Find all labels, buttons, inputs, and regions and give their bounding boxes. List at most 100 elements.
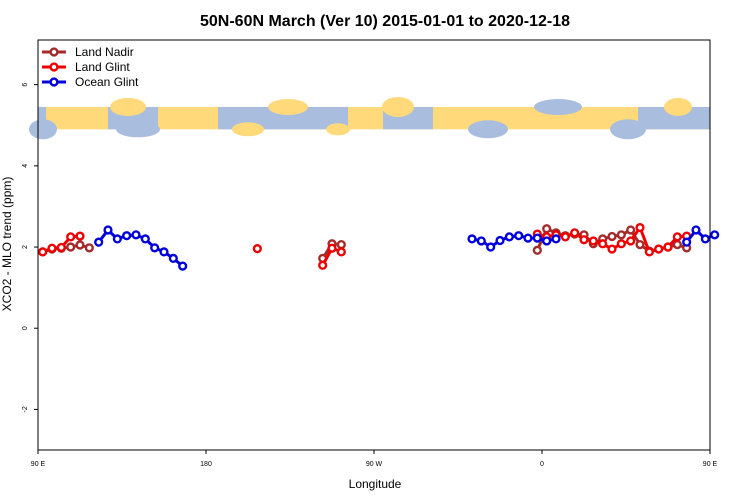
data-point (672, 232, 682, 242)
data-point (654, 244, 664, 254)
data-point (178, 261, 188, 271)
data-point (84, 243, 94, 253)
x-tick-label: 90 W (366, 461, 383, 468)
data-point (616, 230, 626, 240)
x-tick-label: 180 (200, 461, 212, 468)
x-tick-label: 0 (540, 461, 544, 468)
data-point (663, 242, 673, 252)
data-point (532, 245, 542, 255)
y-tick-label: -2 (22, 406, 29, 412)
legend-swatch-marker (49, 62, 59, 72)
data-point (140, 234, 150, 244)
data-point (551, 234, 561, 244)
data-point (327, 243, 337, 253)
data-point (691, 225, 701, 235)
data-point (112, 234, 122, 244)
data-point (504, 232, 514, 242)
x-tick-label: 90 E (31, 461, 46, 468)
series-ocean-glint (94, 225, 720, 271)
y-axis-ticks: -2 0 2 4 6 (22, 83, 38, 413)
data-point (616, 239, 626, 249)
map-coastline-shape (382, 96, 414, 117)
map-coastline-shape (29, 119, 57, 140)
map-band (29, 96, 710, 140)
data-point (103, 225, 113, 235)
data-point (626, 236, 636, 246)
map-coastline-shape (116, 121, 160, 138)
map-ocean-region (38, 106, 46, 130)
x-axis-ticks: 90 E 180 90 W 0 90 E (31, 450, 718, 468)
data-point (607, 231, 617, 242)
map-coastline-shape (110, 97, 146, 116)
data-point (66, 242, 76, 252)
data-point (75, 231, 85, 241)
series-land-glint (38, 222, 692, 270)
data-point (672, 239, 682, 250)
map-coastline-shape (534, 98, 582, 115)
data-point (626, 225, 636, 235)
map-ocean-region (638, 106, 710, 130)
data-point (131, 230, 141, 240)
x-axis-label: Longitude (349, 477, 402, 491)
y-tick-label: 4 (22, 164, 29, 168)
legend-entry-label: Land Nadir (75, 45, 134, 59)
data-point (318, 260, 328, 270)
data-point (252, 244, 262, 254)
data-point (542, 236, 552, 246)
data-point (579, 235, 589, 245)
data-point (47, 243, 57, 253)
data-point (570, 228, 580, 238)
data-point (532, 233, 542, 243)
x-tick-label: 90 E (703, 461, 718, 468)
y-tick-label: 0 (22, 326, 29, 330)
data-point (159, 247, 169, 257)
legend-entry-label: Ocean Glint (75, 75, 139, 89)
legend-entry-label: Land Glint (75, 60, 130, 74)
map-coastline-shape (326, 123, 350, 136)
data-point (682, 237, 692, 247)
map-coastline-shape (610, 119, 646, 140)
data-point (523, 233, 533, 243)
map-coastline-shape (232, 122, 264, 137)
data-point (75, 240, 85, 250)
data-point (56, 242, 66, 253)
data-point (66, 232, 76, 242)
data-point (336, 247, 346, 257)
series-layer (38, 222, 720, 271)
series-line (471, 234, 557, 249)
data-point (467, 234, 477, 244)
data-point (336, 239, 346, 250)
data-point (635, 222, 645, 233)
data-point (94, 237, 104, 247)
chart-title: 50N-60N March (Ver 10) 2015-01-01 to 202… (200, 13, 570, 30)
data-point (710, 230, 720, 240)
data-point (542, 224, 552, 234)
map-coastline-shape (664, 97, 692, 116)
data-point (635, 239, 645, 250)
data-point (588, 236, 598, 246)
legend-swatch-marker (49, 47, 59, 57)
map-coastline-shape (468, 120, 508, 139)
data-point (495, 235, 505, 246)
data-point (122, 231, 132, 241)
y-tick-label: 6 (22, 83, 29, 87)
plot-frame (37, 39, 711, 451)
data-point (644, 247, 654, 257)
data-point (168, 253, 178, 263)
legend-swatch-marker (49, 77, 59, 87)
map-coastline-shape (268, 98, 308, 115)
data-point (486, 242, 496, 252)
data-point (700, 234, 710, 244)
y-tick-label: 2 (22, 245, 29, 249)
data-point (598, 239, 608, 249)
data-point (607, 244, 617, 254)
data-point (38, 247, 48, 257)
y-axis-label: XCO2 - MLO trend (ppm) (0, 177, 14, 312)
data-point (514, 231, 524, 241)
series-line (97, 227, 184, 268)
data-point (476, 236, 486, 246)
data-point (560, 232, 570, 242)
data-point (150, 243, 160, 253)
